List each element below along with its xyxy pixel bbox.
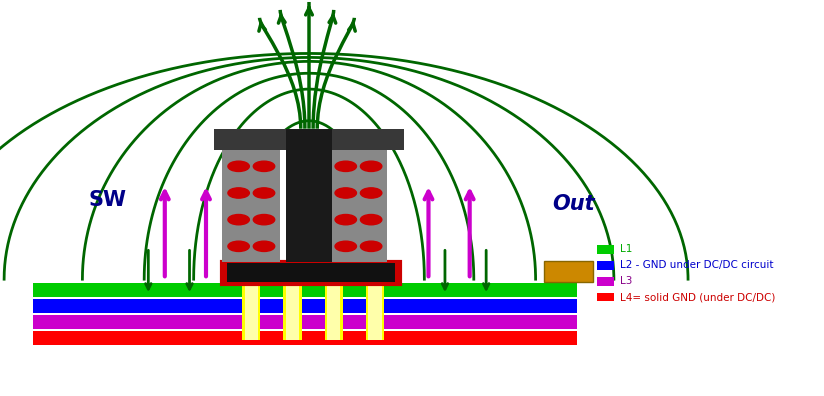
Circle shape <box>253 215 274 225</box>
Circle shape <box>335 188 357 198</box>
Bar <box>325 283 343 340</box>
Bar <box>366 283 384 340</box>
Circle shape <box>253 188 274 198</box>
Circle shape <box>228 161 250 171</box>
Circle shape <box>253 161 274 171</box>
Circle shape <box>335 241 357 251</box>
Circle shape <box>360 161 382 171</box>
Bar <box>286 129 331 262</box>
Circle shape <box>360 241 382 251</box>
Circle shape <box>228 241 250 251</box>
Text: Out: Out <box>552 194 595 214</box>
Text: SW: SW <box>88 190 126 210</box>
Bar <box>33 299 577 313</box>
Circle shape <box>253 241 274 251</box>
Bar <box>597 277 614 286</box>
Bar <box>214 129 404 150</box>
Bar <box>368 283 382 340</box>
Bar <box>227 263 395 282</box>
Circle shape <box>360 188 382 198</box>
Circle shape <box>335 215 357 225</box>
Bar <box>222 150 280 262</box>
Circle shape <box>228 215 250 225</box>
Bar <box>597 245 614 254</box>
Text: L2 - GND under DC/DC circuit: L2 - GND under DC/DC circuit <box>620 260 773 270</box>
Text: L1: L1 <box>620 244 632 255</box>
Circle shape <box>360 215 382 225</box>
Bar <box>283 283 302 340</box>
Circle shape <box>335 161 357 171</box>
Text: L4= solid GND (under DC/DC): L4= solid GND (under DC/DC) <box>620 292 775 302</box>
Text: L3: L3 <box>620 276 632 286</box>
Bar <box>597 261 614 270</box>
Bar <box>286 283 299 340</box>
Bar <box>222 262 400 284</box>
Circle shape <box>228 188 250 198</box>
Bar <box>544 261 593 282</box>
Bar <box>327 283 340 340</box>
Bar <box>245 283 258 340</box>
Bar <box>242 283 260 340</box>
Bar <box>33 331 577 345</box>
Bar <box>330 150 387 262</box>
Bar <box>597 293 614 301</box>
Bar <box>33 315 577 329</box>
Bar <box>33 283 577 297</box>
